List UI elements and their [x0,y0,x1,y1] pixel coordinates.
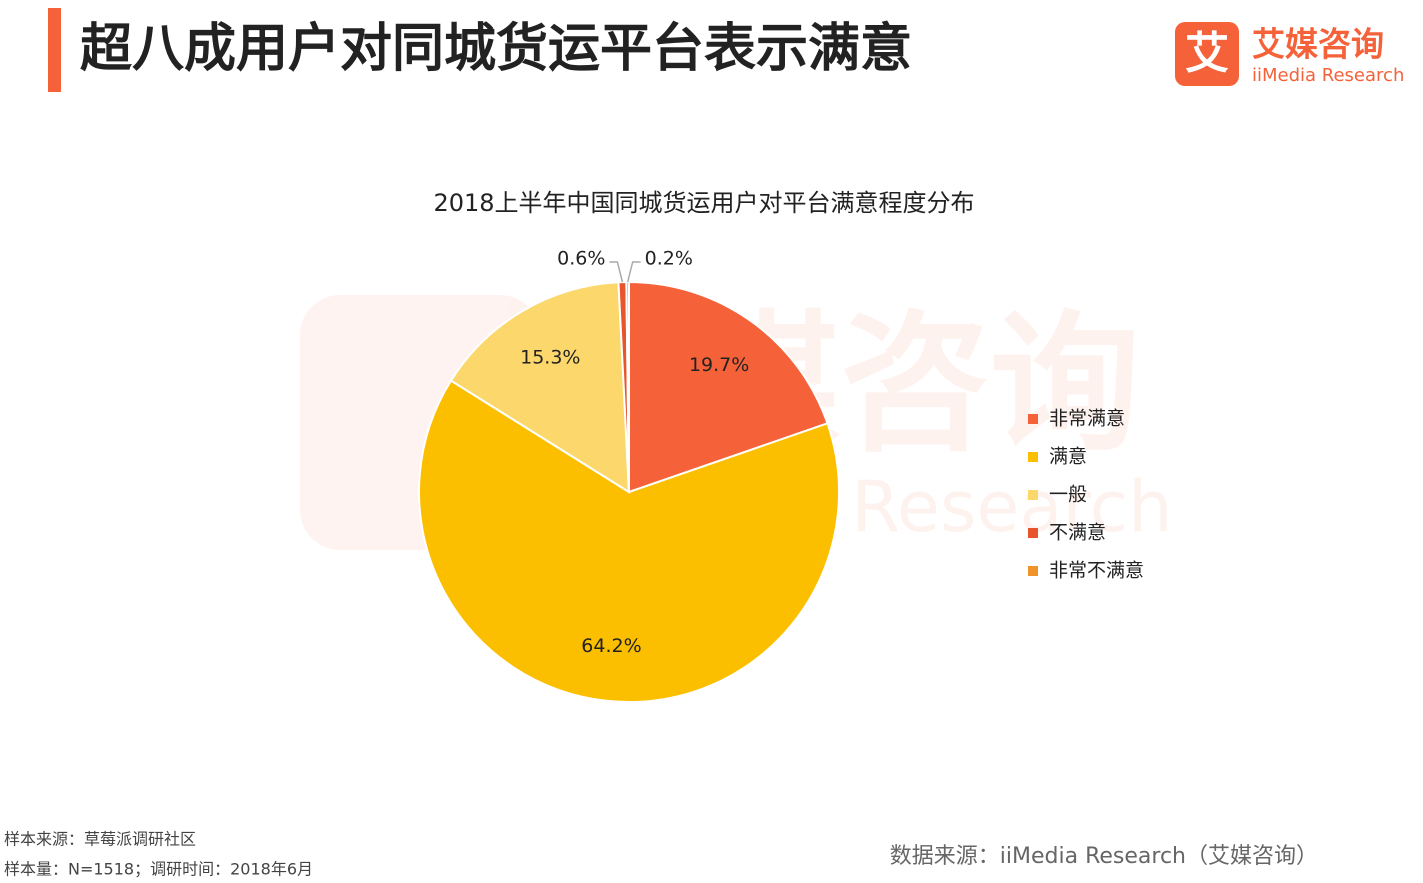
logo-english: iiMedia Research [1252,65,1404,86]
data-label: 0.6% [557,248,605,270]
legend-label: 满意 [1049,446,1087,468]
legend-swatch [1028,414,1038,424]
footnote: 样本来源：草莓派调研社区 [4,830,196,849]
logo-icon [1175,22,1239,86]
slide-title: 超八成用户对同城货运平台表示满意 [80,19,912,79]
legend-swatch [1028,490,1038,500]
pie-slice [418,379,840,703]
title-accent [48,8,61,92]
legend-label: 不满意 [1049,522,1106,544]
leader-line [626,261,641,283]
legend-label: 一般 [1049,484,1087,506]
legend-swatch [1028,528,1038,538]
data-label: 64.2% [581,635,641,657]
logo-mark: 艾 [1185,28,1229,79]
logo-name: 艾媒咨询 [1252,25,1384,64]
legend-swatch [1028,452,1038,462]
data-label: 0.2% [645,248,693,270]
source: 数据来源：iiMedia Research（艾媒咨询） [890,844,1318,869]
legend-swatch [1028,566,1038,576]
legend-label: 非常不满意 [1049,560,1144,582]
chart-title: 2018上半年中国同城货运用户对平台满意程度分布 [433,189,974,217]
pie-slice [449,281,631,494]
legend-label: 非常满意 [1049,408,1125,430]
data-label: 19.7% [689,354,749,376]
data-label: 15.3% [520,346,580,368]
leader-line [609,261,624,283]
pie-slice [625,280,630,493]
footnote: 样本量：N=1518；调研时间：2018年6月 [4,860,313,879]
